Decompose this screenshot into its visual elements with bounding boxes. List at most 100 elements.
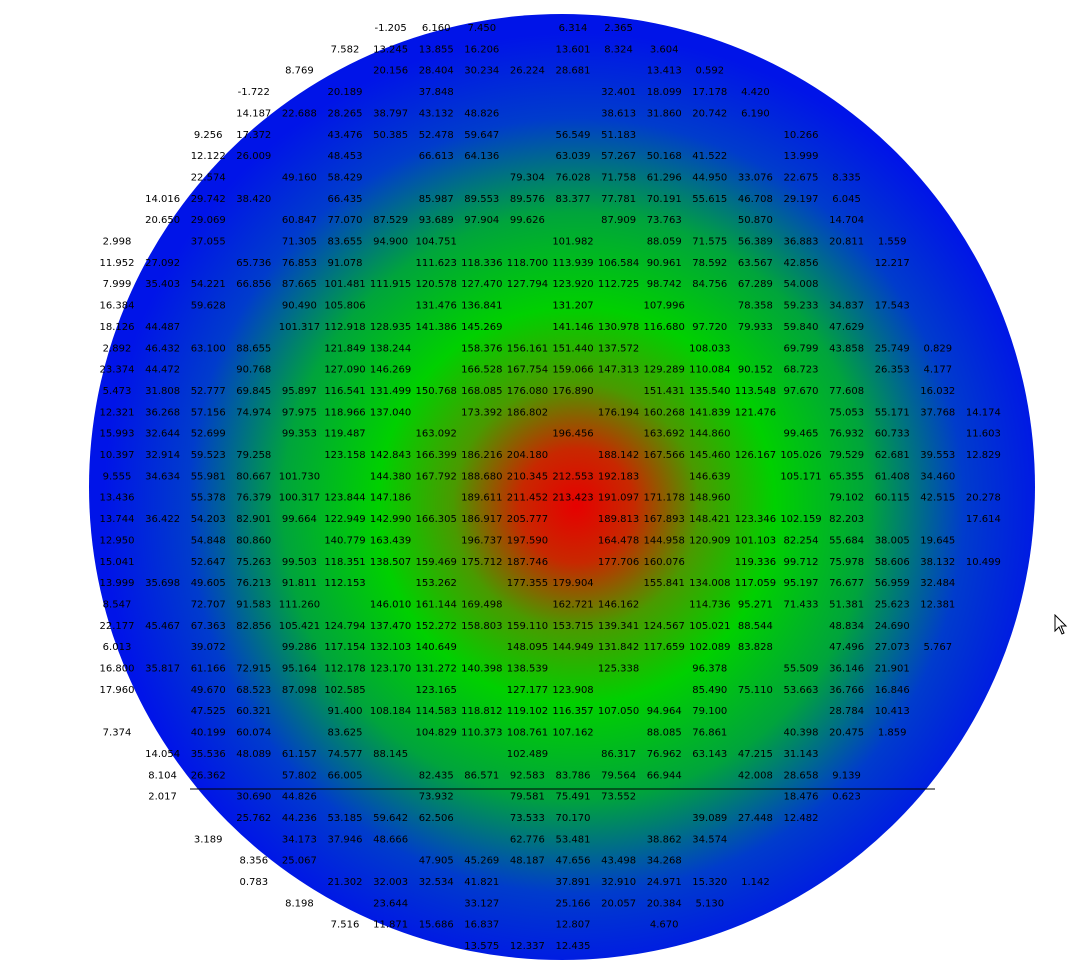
cell-value: 57.802 — [282, 770, 317, 781]
cell-value: 97.904 — [464, 215, 499, 226]
cell-value: 167.792 — [416, 471, 457, 482]
cell-value: 59.233 — [784, 301, 819, 312]
cell-value: 34.574 — [692, 834, 727, 845]
cell-value: 42.856 — [784, 258, 819, 269]
cell-value: 16.837 — [464, 920, 499, 931]
cell-value: 89.576 — [510, 194, 545, 205]
cell-value: 38.862 — [647, 834, 682, 845]
cell-value: 148.421 — [689, 514, 730, 525]
cell-value: 131.499 — [370, 386, 411, 397]
cell-value: 14.016 — [145, 194, 180, 205]
cell-value: 35.536 — [191, 749, 226, 760]
cell-value: 8.324 — [604, 44, 633, 55]
cell-value: 74.974 — [236, 407, 271, 418]
cell-value: 137.040 — [370, 407, 411, 418]
cell-value: 96.378 — [692, 664, 727, 675]
cell-value: 87.529 — [373, 215, 408, 226]
cell-value: 48.826 — [464, 108, 499, 119]
cell-value: 10.397 — [100, 450, 135, 461]
cell-value: 187.746 — [507, 557, 548, 568]
cell-value: 32.644 — [145, 429, 180, 440]
cell-value: 25.762 — [236, 813, 271, 824]
cell-value: 79.529 — [829, 450, 864, 461]
cell-value: 17.543 — [875, 301, 910, 312]
cell-value: 82.435 — [419, 770, 454, 781]
cell-value: 117.154 — [324, 642, 365, 653]
cell-value: 60.074 — [236, 728, 271, 739]
cell-value: 123.165 — [416, 685, 457, 696]
cell-value: 12.337 — [510, 941, 545, 952]
cell-value: 144.860 — [689, 429, 730, 440]
cell-value: 3.604 — [650, 44, 679, 55]
cell-value: -1.722 — [238, 87, 270, 98]
cell-value: 97.670 — [784, 386, 819, 397]
cell-value: 32.003 — [373, 877, 408, 888]
cell-value: 28.404 — [419, 66, 454, 77]
cell-value: 60.733 — [875, 429, 910, 440]
cell-value: 9.139 — [832, 770, 861, 781]
cell-value: 148.095 — [507, 642, 548, 653]
cell-value: 47.905 — [419, 856, 454, 867]
cell-value: 99.712 — [784, 557, 819, 568]
cell-value: 76.213 — [236, 578, 271, 589]
cell-value: 7.450 — [467, 23, 496, 34]
cell-value: 24.971 — [647, 877, 682, 888]
cell-value: 49.160 — [282, 173, 317, 184]
cell-value: 72.915 — [236, 664, 271, 675]
cell-value: 25.749 — [875, 343, 910, 354]
cell-value: 4.177 — [923, 365, 952, 376]
cell-value: 2.017 — [148, 792, 177, 803]
cell-value: 58.429 — [328, 173, 363, 184]
cell-value: 47.496 — [829, 642, 864, 653]
cell-value: 52.478 — [419, 130, 454, 141]
cell-value: 22.177 — [100, 621, 135, 632]
cell-value: 86.571 — [464, 770, 499, 781]
cell-value: 11.603 — [966, 429, 1001, 440]
cell-value: 99.626 — [510, 215, 545, 226]
cell-value: 7.516 — [331, 920, 360, 931]
cell-value: 112.178 — [324, 664, 365, 675]
cell-value: 108.184 — [370, 706, 411, 717]
cell-value: 31.143 — [784, 749, 819, 760]
cell-value: 83.377 — [556, 194, 591, 205]
cell-value: 112.153 — [324, 578, 365, 589]
cell-value: 107.996 — [644, 301, 685, 312]
cell-value: 47.629 — [829, 322, 864, 333]
cell-value: 28.658 — [784, 770, 819, 781]
cell-value: 70.170 — [556, 813, 591, 824]
cell-value: 123.920 — [552, 279, 593, 290]
cell-value: 186.216 — [461, 450, 502, 461]
cell-value: 146.010 — [370, 600, 411, 611]
cell-value: 1.859 — [878, 728, 907, 739]
cell-value: 71.575 — [692, 237, 727, 248]
cell-value: 45.467 — [145, 621, 180, 632]
cell-value: 49.605 — [191, 578, 226, 589]
cell-value: 167.566 — [644, 450, 685, 461]
cell-value: 118.336 — [461, 258, 502, 269]
cell-value: 151.440 — [552, 343, 593, 354]
cell-value: 146.162 — [598, 600, 639, 611]
cell-value: 62.506 — [419, 813, 454, 824]
cell-value: 5.767 — [923, 642, 952, 653]
cell-value: 120.578 — [416, 279, 457, 290]
cell-value: 41.821 — [464, 877, 499, 888]
cell-value: 70.191 — [647, 194, 682, 205]
cell-value: 82.203 — [829, 514, 864, 525]
cell-value: 90.152 — [738, 365, 773, 376]
cell-value: 7.582 — [331, 44, 360, 55]
cell-value: 168.085 — [461, 386, 502, 397]
cell-value: 78.358 — [738, 301, 773, 312]
cell-value: 99.353 — [282, 429, 317, 440]
cell-value: 164.478 — [598, 535, 639, 546]
cell-value: 118.700 — [507, 258, 548, 269]
cell-value: 15.041 — [100, 557, 135, 568]
cell-value: 151.431 — [644, 386, 685, 397]
cell-value: 20.384 — [647, 898, 682, 909]
cell-value: 77.781 — [601, 194, 636, 205]
cell-value: 10.266 — [784, 130, 819, 141]
cell-value: 79.258 — [236, 450, 271, 461]
cell-value: 105.806 — [324, 301, 365, 312]
cell-value: 12.381 — [920, 600, 955, 611]
cell-value: 7.374 — [103, 728, 132, 739]
cell-value: 37.055 — [191, 237, 226, 248]
